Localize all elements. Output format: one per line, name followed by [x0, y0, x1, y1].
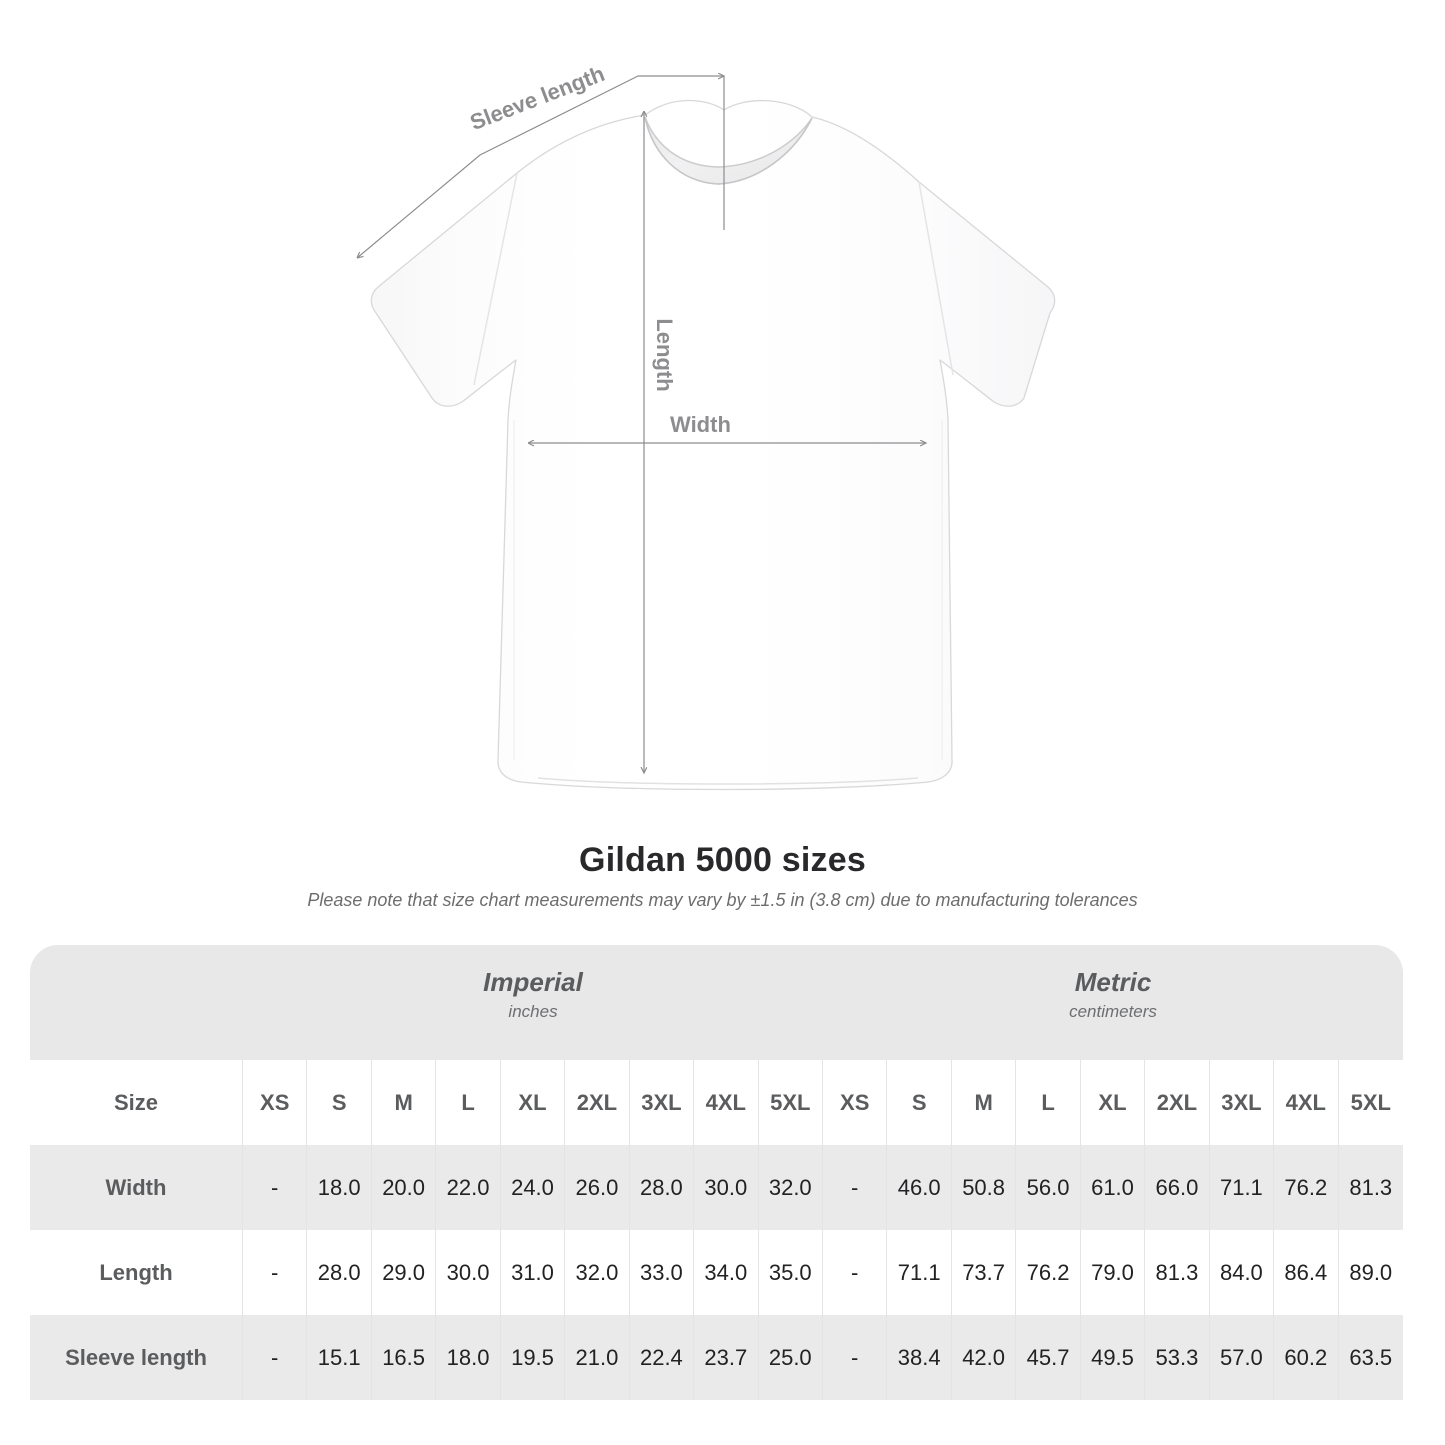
svg-text:Sleeve length: Sleeve length: [467, 61, 608, 135]
svg-text:Width: Width: [670, 412, 731, 437]
svg-text:Length: Length: [652, 318, 677, 391]
